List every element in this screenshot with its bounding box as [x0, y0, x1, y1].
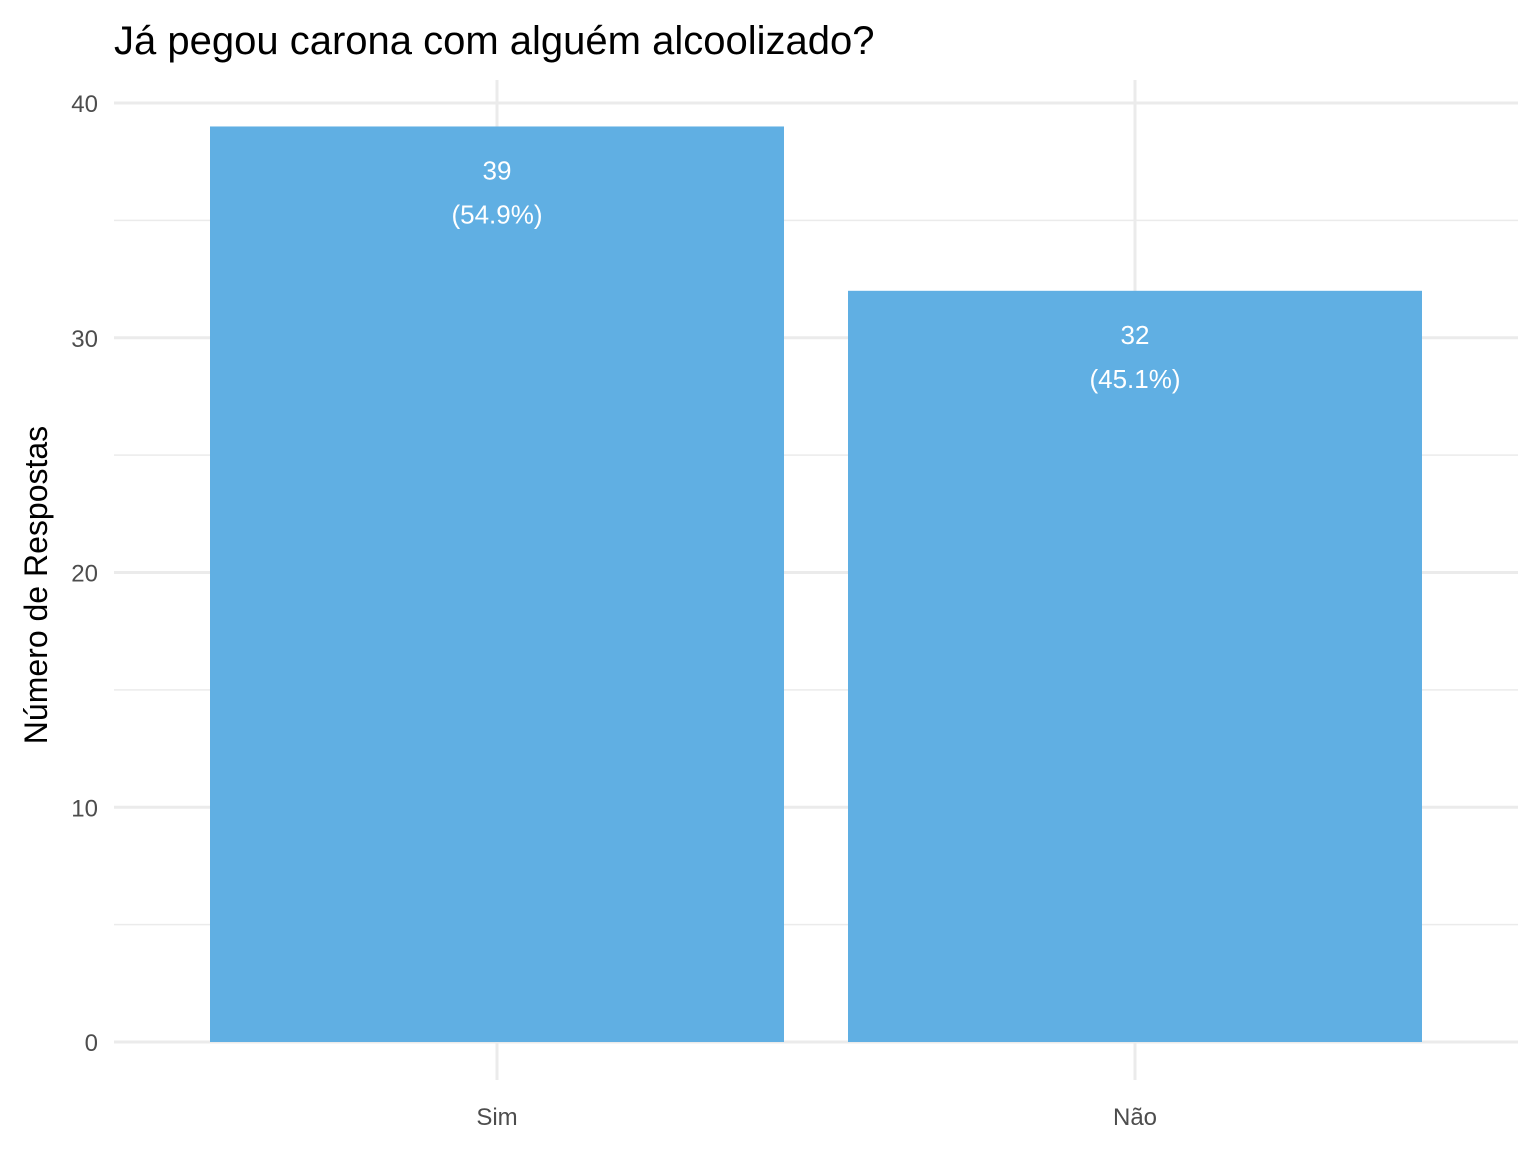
- y-tick-label: 20: [71, 561, 98, 588]
- y-tick-label: 10: [71, 795, 98, 822]
- y-tick-label: 0: [85, 1030, 98, 1057]
- y-tick-label: 30: [71, 326, 98, 353]
- bar-label-percent: (45.1%): [1089, 364, 1180, 394]
- bars: [210, 126, 1422, 1043]
- bar-sim: [210, 126, 784, 1043]
- x-tick-label: Não: [1113, 1104, 1157, 1131]
- bar-label-count: 32: [1121, 320, 1150, 350]
- bar-label-count: 39: [483, 155, 512, 185]
- x-tick-label: Sim: [476, 1104, 517, 1131]
- bar-label-percent: (54.9%): [451, 199, 542, 229]
- chart-title: Já pegou carona com alguém alcoolizado?: [114, 19, 875, 63]
- bar-labels: 39 (54.9%) 32 (45.1%): [451, 155, 1180, 393]
- y-axis-ticks: 0 10 20 30 40: [71, 91, 98, 1057]
- bar-não: [848, 290, 1422, 1042]
- y-axis-label: Número de Respostas: [18, 426, 54, 744]
- y-tick-label: 40: [71, 91, 98, 118]
- x-axis-ticks: Sim Não: [476, 1104, 1157, 1131]
